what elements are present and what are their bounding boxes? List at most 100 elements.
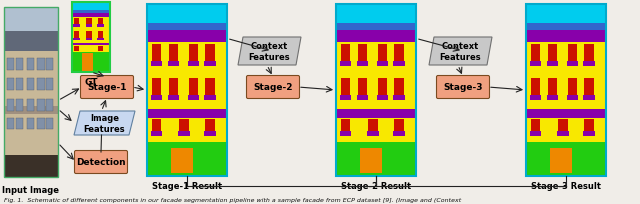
Bar <box>74 47 79 51</box>
Bar <box>151 96 163 101</box>
Bar <box>360 149 383 173</box>
Bar <box>98 32 103 39</box>
Bar <box>27 59 34 71</box>
Bar <box>336 109 416 118</box>
Bar <box>340 132 351 137</box>
Bar <box>566 96 578 101</box>
Bar <box>188 61 199 67</box>
Bar <box>394 120 404 132</box>
Bar <box>72 11 110 13</box>
Text: Context
Features: Context Features <box>249 42 291 61</box>
Bar <box>356 61 368 67</box>
FancyBboxPatch shape <box>436 76 490 99</box>
Text: Context
Features: Context Features <box>440 42 481 61</box>
Bar <box>584 61 595 67</box>
Bar <box>4 155 58 177</box>
Bar <box>147 24 227 31</box>
Bar <box>27 99 34 111</box>
Bar <box>378 79 387 96</box>
Bar <box>81 54 93 71</box>
Bar <box>568 79 577 96</box>
Bar <box>46 59 53 71</box>
Bar <box>16 59 23 71</box>
Bar <box>168 61 179 67</box>
Bar <box>584 44 594 61</box>
Bar <box>377 96 388 101</box>
Bar <box>358 79 367 96</box>
Bar <box>86 32 92 39</box>
Bar <box>147 31 227 43</box>
Bar <box>530 61 541 67</box>
Bar <box>171 149 193 173</box>
Bar <box>189 79 198 96</box>
Bar <box>584 96 595 101</box>
Bar <box>531 44 540 61</box>
Bar <box>97 39 104 41</box>
Bar <box>377 61 388 67</box>
Bar <box>72 3 110 11</box>
Bar <box>531 120 540 132</box>
FancyBboxPatch shape <box>74 151 127 174</box>
Bar <box>584 132 595 137</box>
Bar <box>46 118 53 130</box>
Bar <box>548 44 557 61</box>
Bar <box>394 79 404 96</box>
Text: GT: GT <box>84 78 98 86</box>
Bar <box>204 61 216 67</box>
Bar <box>204 132 216 137</box>
Bar <box>367 132 379 137</box>
Polygon shape <box>74 111 135 135</box>
Bar <box>6 99 13 111</box>
Bar <box>147 109 227 118</box>
Bar <box>151 132 163 137</box>
Bar <box>378 44 387 61</box>
Bar <box>566 61 578 67</box>
Bar <box>151 61 163 67</box>
Bar <box>179 120 189 132</box>
Text: Fig. 1.  Schematic of different components in our facade segmentation pipeline w: Fig. 1. Schematic of different component… <box>4 197 461 202</box>
Bar <box>6 79 13 91</box>
Bar <box>27 79 34 91</box>
Text: Input Image: Input Image <box>3 185 60 194</box>
Bar <box>72 3 110 73</box>
Text: Stage-2 Result: Stage-2 Result <box>341 181 411 190</box>
Bar <box>358 44 367 61</box>
Bar <box>526 31 606 43</box>
Bar <box>152 120 161 132</box>
Bar <box>27 118 34 130</box>
Bar <box>356 96 368 101</box>
Bar <box>16 118 23 130</box>
Bar <box>147 142 227 176</box>
Polygon shape <box>238 38 301 66</box>
Bar <box>568 44 577 61</box>
Bar <box>4 8 58 33</box>
Bar <box>6 59 13 71</box>
Bar <box>38 79 45 91</box>
Bar <box>86 39 92 41</box>
Bar <box>147 5 227 176</box>
Bar <box>4 106 58 114</box>
Bar <box>341 79 351 96</box>
Bar <box>336 24 416 31</box>
Bar <box>336 5 416 176</box>
Bar <box>336 31 416 43</box>
Bar <box>341 44 351 61</box>
Bar <box>340 61 351 67</box>
Bar <box>86 19 92 25</box>
Bar <box>152 79 161 96</box>
Bar <box>72 3 110 73</box>
Bar <box>394 61 405 67</box>
Bar <box>336 142 416 176</box>
Bar <box>168 96 179 101</box>
Bar <box>168 79 178 96</box>
Bar <box>178 132 189 137</box>
Bar <box>188 96 199 101</box>
Bar <box>584 79 594 96</box>
Bar <box>4 32 58 52</box>
Bar <box>526 5 606 24</box>
Bar <box>168 44 178 61</box>
Text: Stage-3 Result: Stage-3 Result <box>531 181 601 190</box>
Bar <box>341 120 351 132</box>
Bar <box>38 99 45 111</box>
Bar <box>394 132 405 137</box>
